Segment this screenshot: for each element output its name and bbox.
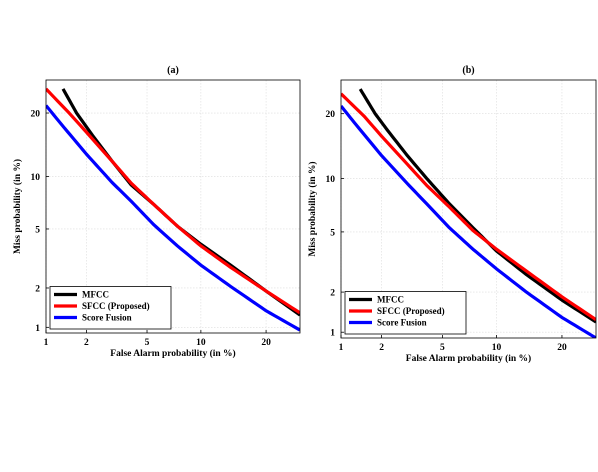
y-tick-label: 20	[31, 110, 41, 120]
x-tick-label: 5	[440, 343, 445, 353]
y-tick-label: 1	[330, 329, 335, 339]
det-chart-a: 1 2 5 10 20 1 2 5 10 20 (a) False Alarm probability…	[12, 65, 301, 359]
y-tick-label: 2	[35, 284, 40, 294]
x-tick-label: 2	[379, 343, 384, 353]
legend-entry: SFCC (Proposed)	[377, 306, 445, 316]
series-line-mfcc	[358, 88, 596, 324]
x-tick-label: 10	[196, 338, 206, 348]
y-tick-label: 2	[330, 289, 335, 299]
plot-frame	[340, 79, 597, 339]
x-tick-label: 20	[261, 338, 271, 348]
series-line-mfcc	[61, 88, 300, 317]
y-tick-label: 10	[326, 175, 336, 185]
det-chart-b: 1 2 5 10 20 1 2 5 10 20 (b) False Alarm probability…	[307, 65, 597, 364]
x-tick-label: 2	[84, 338, 89, 348]
y-tick-label: 5	[330, 228, 335, 238]
x-tick-label: 20	[557, 343, 567, 353]
chart-title: (a)	[167, 65, 179, 76]
plot-frame	[45, 79, 301, 334]
y-tick-label: 1	[35, 324, 40, 334]
series-line-sfcc-proposed	[46, 87, 300, 315]
y-tick-label: 5	[35, 225, 40, 235]
x-tick-label: 1	[44, 338, 49, 348]
y-axis-label: Miss probability (in %)	[12, 159, 23, 254]
x-tick-label: 5	[145, 338, 150, 348]
y-tick-label: 20	[326, 110, 336, 120]
legend-entry: Score Fusion	[82, 313, 132, 323]
legend-entry: MFCC	[377, 295, 404, 305]
x-tick-label: 10	[492, 343, 502, 353]
y-axis-label: Miss probability (in %)	[307, 161, 318, 256]
x-tick-label: 1	[339, 343, 344, 353]
series-line-score-fusion	[46, 104, 300, 332]
legend-entry: MFCC	[82, 290, 109, 300]
series-line-sfcc-proposed	[341, 92, 596, 322]
legend-entry: SFCC (Proposed)	[82, 301, 150, 311]
x-axis-label: False Alarm probability (in %)	[110, 348, 235, 359]
legend-entry: Score Fusion	[377, 318, 427, 328]
series-line-score-fusion	[341, 104, 596, 338]
y-tick-label: 10	[31, 173, 41, 183]
x-axis-label: False Alarm probability (in %)	[406, 353, 531, 364]
chart-title: (b)	[462, 65, 474, 76]
